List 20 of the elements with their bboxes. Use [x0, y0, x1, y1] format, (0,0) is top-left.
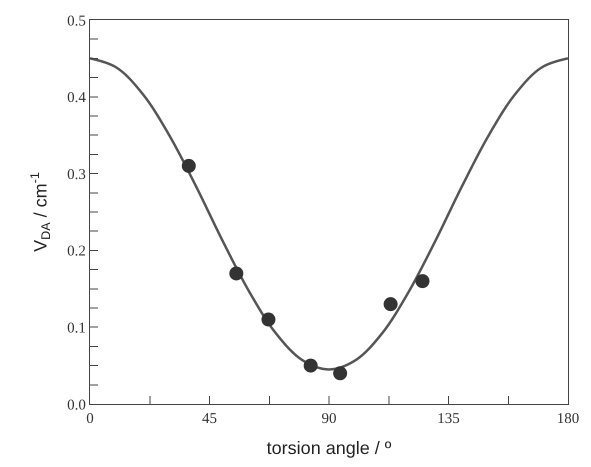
- y-tick-label: 0.1: [67, 320, 86, 336]
- line-series: [90, 57, 568, 371]
- y-tick-label: 0.2: [67, 244, 86, 260]
- x-tick-label: 180: [556, 411, 580, 428]
- point: [384, 297, 398, 312]
- x-tick-label: 90: [322, 411, 336, 428]
- point: [415, 274, 430, 288]
- y-tick-label: 0.5: [67, 13, 86, 30]
- point: [182, 158, 196, 173]
- x-axis-title: torsion angle / º: [266, 438, 392, 458]
- point: [229, 266, 244, 280]
- y-tick-label: 0.3: [67, 166, 86, 183]
- x-tick-label: 135: [437, 411, 460, 428]
- x-tick-label: 45: [202, 411, 217, 428]
- y-tick-label: 0.4: [67, 90, 86, 106]
- y-tick-label: 0.0: [67, 397, 86, 414]
- point: [333, 366, 348, 380]
- point: [261, 312, 276, 327]
- x-tick-label: 0: [86, 411, 94, 428]
- point: [304, 358, 318, 373]
